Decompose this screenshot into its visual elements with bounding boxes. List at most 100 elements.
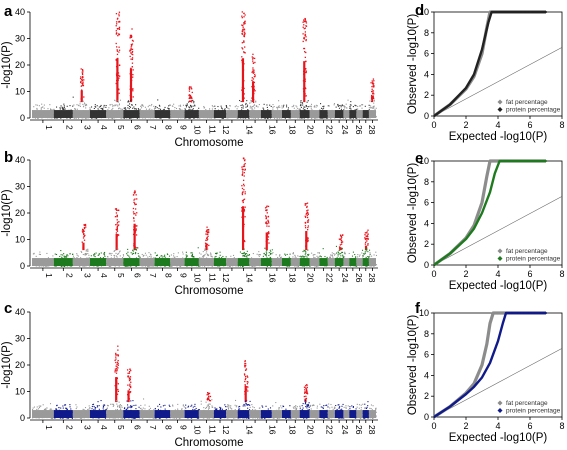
snp-band bbox=[282, 258, 291, 266]
snp-point bbox=[257, 106, 259, 108]
snp-point bbox=[73, 257, 76, 259]
snp-point bbox=[173, 417, 175, 419]
chromosome-tick-label: 8 bbox=[163, 273, 173, 278]
snp-band bbox=[184, 410, 199, 418]
snp-point bbox=[248, 117, 250, 120]
significant-point bbox=[304, 51, 306, 53]
significant-point bbox=[206, 230, 208, 232]
snp-point bbox=[112, 403, 114, 405]
snp-point bbox=[112, 105, 114, 107]
snp-point bbox=[320, 256, 322, 258]
significant-point bbox=[189, 95, 191, 97]
significant-point bbox=[243, 164, 245, 166]
significant-point bbox=[135, 203, 137, 205]
significant-point bbox=[253, 88, 256, 90]
snp-point bbox=[339, 265, 341, 268]
significant-point bbox=[116, 49, 118, 51]
snp-point bbox=[349, 104, 351, 106]
significant-point bbox=[128, 379, 131, 382]
snp-point bbox=[227, 404, 229, 406]
snp-band bbox=[184, 258, 199, 266]
significant-point bbox=[251, 56, 253, 58]
snp-point bbox=[104, 251, 106, 254]
significant-point bbox=[268, 242, 270, 244]
snp-point bbox=[342, 105, 344, 107]
snp-point bbox=[144, 404, 146, 406]
snp-point bbox=[320, 107, 323, 109]
significant-point bbox=[129, 49, 131, 51]
significant-point bbox=[130, 49, 132, 51]
significant-point bbox=[303, 20, 305, 23]
snp-point bbox=[66, 256, 68, 258]
significant-point bbox=[373, 85, 375, 87]
significant-column bbox=[82, 242, 85, 251]
snp-point bbox=[195, 407, 197, 410]
significant-point bbox=[114, 359, 116, 362]
significant-point bbox=[244, 384, 246, 386]
snp-point bbox=[182, 404, 184, 406]
snp-point bbox=[100, 400, 102, 402]
snp-point bbox=[40, 107, 42, 109]
snp-point bbox=[44, 408, 46, 411]
snp-point bbox=[105, 104, 107, 107]
snp-point bbox=[97, 406, 99, 408]
snp-point bbox=[82, 265, 84, 267]
significant-point bbox=[79, 77, 82, 80]
snp-point bbox=[251, 100, 253, 102]
snp-point bbox=[360, 105, 362, 107]
significant-point bbox=[252, 69, 254, 71]
snp-point bbox=[375, 264, 378, 266]
snp-point bbox=[235, 406, 237, 408]
snp-point bbox=[101, 107, 103, 109]
snp-point bbox=[76, 254, 78, 256]
snp-point bbox=[245, 402, 247, 405]
significant-point bbox=[116, 363, 118, 366]
chromosome-tick-label: 10 bbox=[193, 273, 203, 283]
snp-point bbox=[104, 255, 106, 257]
significant-point bbox=[116, 226, 118, 229]
snp-point bbox=[153, 409, 155, 411]
significant-point bbox=[128, 378, 131, 380]
snp-point bbox=[185, 255, 188, 257]
snp-point bbox=[272, 106, 274, 108]
snp-point bbox=[198, 252, 201, 254]
snp-point bbox=[286, 265, 288, 267]
snp-point bbox=[200, 400, 202, 402]
significant-point bbox=[117, 390, 120, 392]
significant-point bbox=[117, 33, 120, 35]
snp-point bbox=[239, 251, 241, 253]
snp-point bbox=[236, 117, 238, 119]
significant-point bbox=[305, 25, 308, 27]
snp-point bbox=[164, 404, 166, 406]
significant-point bbox=[132, 211, 135, 213]
snp-point bbox=[117, 405, 119, 407]
significant-point bbox=[305, 68, 307, 70]
snp-point bbox=[294, 265, 296, 267]
snp-point bbox=[336, 257, 338, 259]
snp-point bbox=[330, 117, 332, 119]
significant-point bbox=[265, 206, 268, 208]
snp-point bbox=[128, 117, 131, 119]
snp-point bbox=[223, 109, 225, 111]
snp-point bbox=[50, 417, 52, 419]
snp-point bbox=[343, 105, 345, 107]
significant-point bbox=[266, 212, 268, 214]
snp-point bbox=[293, 104, 295, 106]
significant-point bbox=[340, 247, 342, 249]
snp-point bbox=[207, 248, 209, 250]
snp-point bbox=[225, 105, 227, 107]
snp-point bbox=[337, 103, 339, 106]
snp-point bbox=[310, 103, 313, 105]
snp-point bbox=[313, 256, 315, 258]
snp-point bbox=[173, 103, 175, 105]
snp-point bbox=[138, 255, 140, 257]
snp-point bbox=[326, 256, 328, 258]
snp-point bbox=[219, 254, 221, 256]
snp-point bbox=[292, 105, 294, 107]
significant-point bbox=[127, 376, 129, 378]
y-tick-label: 10 bbox=[15, 87, 25, 97]
snp-point bbox=[247, 417, 249, 419]
chromosome-tick-label: 22 bbox=[325, 125, 335, 135]
snp-point bbox=[60, 265, 62, 268]
snp-point bbox=[251, 257, 253, 259]
